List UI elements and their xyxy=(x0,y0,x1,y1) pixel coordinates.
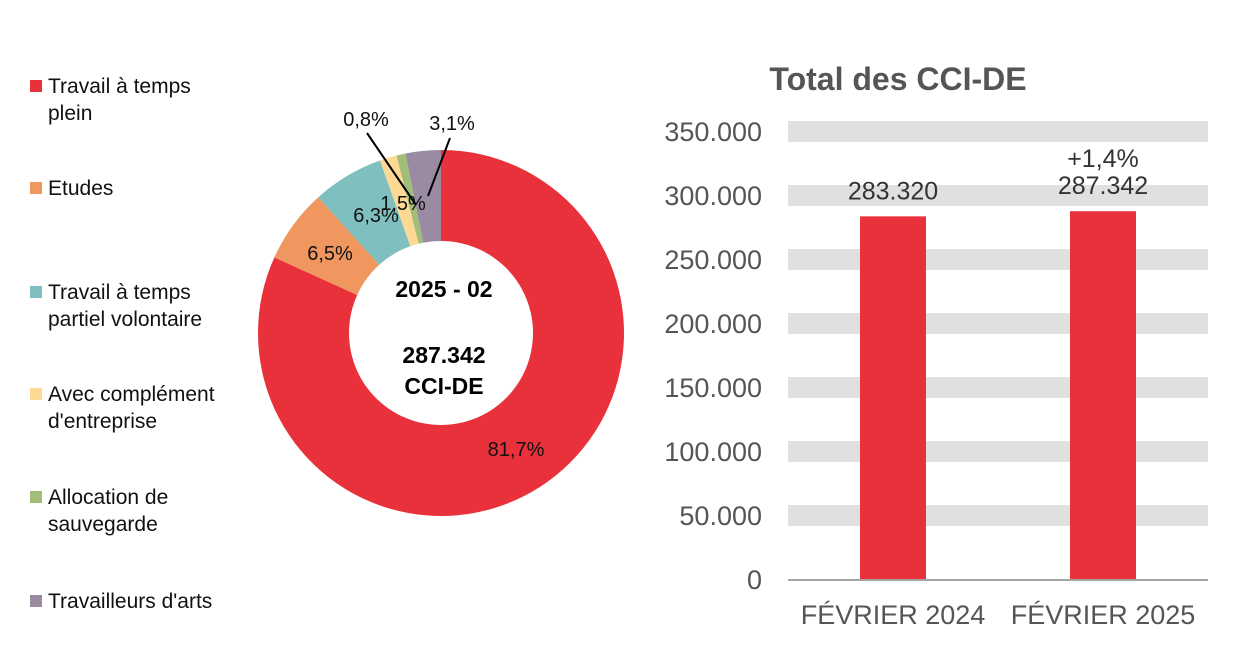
pie-slice xyxy=(257,150,624,516)
pie-slice xyxy=(274,197,380,295)
gridline xyxy=(788,441,1208,462)
pie-slice xyxy=(380,155,419,247)
y-tick-label: 150.000 xyxy=(664,373,762,403)
pie-slice xyxy=(405,150,441,243)
y-tick-label: 100.000 xyxy=(664,437,762,467)
slice-label: 3,1% xyxy=(429,113,475,135)
legend-label: Avec complément d'entreprise xyxy=(48,383,215,433)
gridline xyxy=(788,121,1208,142)
bar xyxy=(1070,211,1136,579)
pie-slice xyxy=(318,160,411,265)
center-unit: CCI-DE xyxy=(404,373,483,399)
gridline xyxy=(788,505,1208,526)
leader-line xyxy=(427,137,451,197)
x-tick-label: FÉVRIER 2025 xyxy=(1011,600,1196,630)
x-tick-label: FÉVRIER 2024 xyxy=(801,600,986,630)
center-title: 2025 - 02 xyxy=(395,276,492,302)
gridline xyxy=(788,313,1208,334)
chart-title: Total des CCI-DE xyxy=(769,61,1026,97)
legend-item: Travailleurs d'arts xyxy=(30,588,278,615)
y-tick-label: 350.000 xyxy=(664,117,762,147)
gridline xyxy=(788,185,1208,206)
bar-annotation: +1,4% xyxy=(1067,145,1139,173)
y-tick-label: 50.000 xyxy=(679,501,762,531)
slice-label: 81,7% xyxy=(488,439,545,461)
legend-item: Etudes xyxy=(30,175,278,202)
gridline xyxy=(788,249,1208,270)
slice-label: 0,8% xyxy=(343,109,389,131)
y-tick-label: 200.000 xyxy=(664,309,762,339)
legend-label: Travail à temps plein xyxy=(48,75,191,125)
slice-label: 1,5% xyxy=(380,193,426,215)
legend-label: Allocation de sauvegarde xyxy=(48,486,169,536)
legend-label: Travailleurs d'arts xyxy=(48,590,213,613)
bar xyxy=(860,216,926,579)
slice-label: 6,5% xyxy=(307,243,353,265)
legend-swatch xyxy=(30,491,42,503)
legend-swatch xyxy=(30,286,42,298)
legend-swatch xyxy=(30,595,42,607)
legend-item: Travail à temps plein xyxy=(30,73,228,127)
slice-label: 6,3% xyxy=(353,205,399,227)
legend-label: Etudes xyxy=(48,177,114,200)
y-tick-label: 250.000 xyxy=(664,245,762,275)
leader-line xyxy=(366,132,417,206)
bar-value-label: 283.320 xyxy=(848,177,938,205)
pie-slice xyxy=(396,153,424,244)
gridline xyxy=(788,377,1208,398)
center-value: 287.342 xyxy=(402,342,485,368)
legend-label: Travail à temps partiel volontaire xyxy=(48,281,203,331)
legend-swatch xyxy=(30,80,42,92)
legend-item: Travail à temps partiel volontaire xyxy=(30,279,228,333)
legend-swatch xyxy=(30,182,42,194)
legend-item: Allocation de sauvegarde xyxy=(30,484,208,538)
bar-value-label: 287.342 xyxy=(1058,172,1148,200)
y-tick-label: 0 xyxy=(747,565,762,595)
legend-swatch xyxy=(30,388,42,400)
y-tick-label: 300.000 xyxy=(664,181,762,211)
legend-item: Avec complément d'entreprise xyxy=(30,381,278,435)
